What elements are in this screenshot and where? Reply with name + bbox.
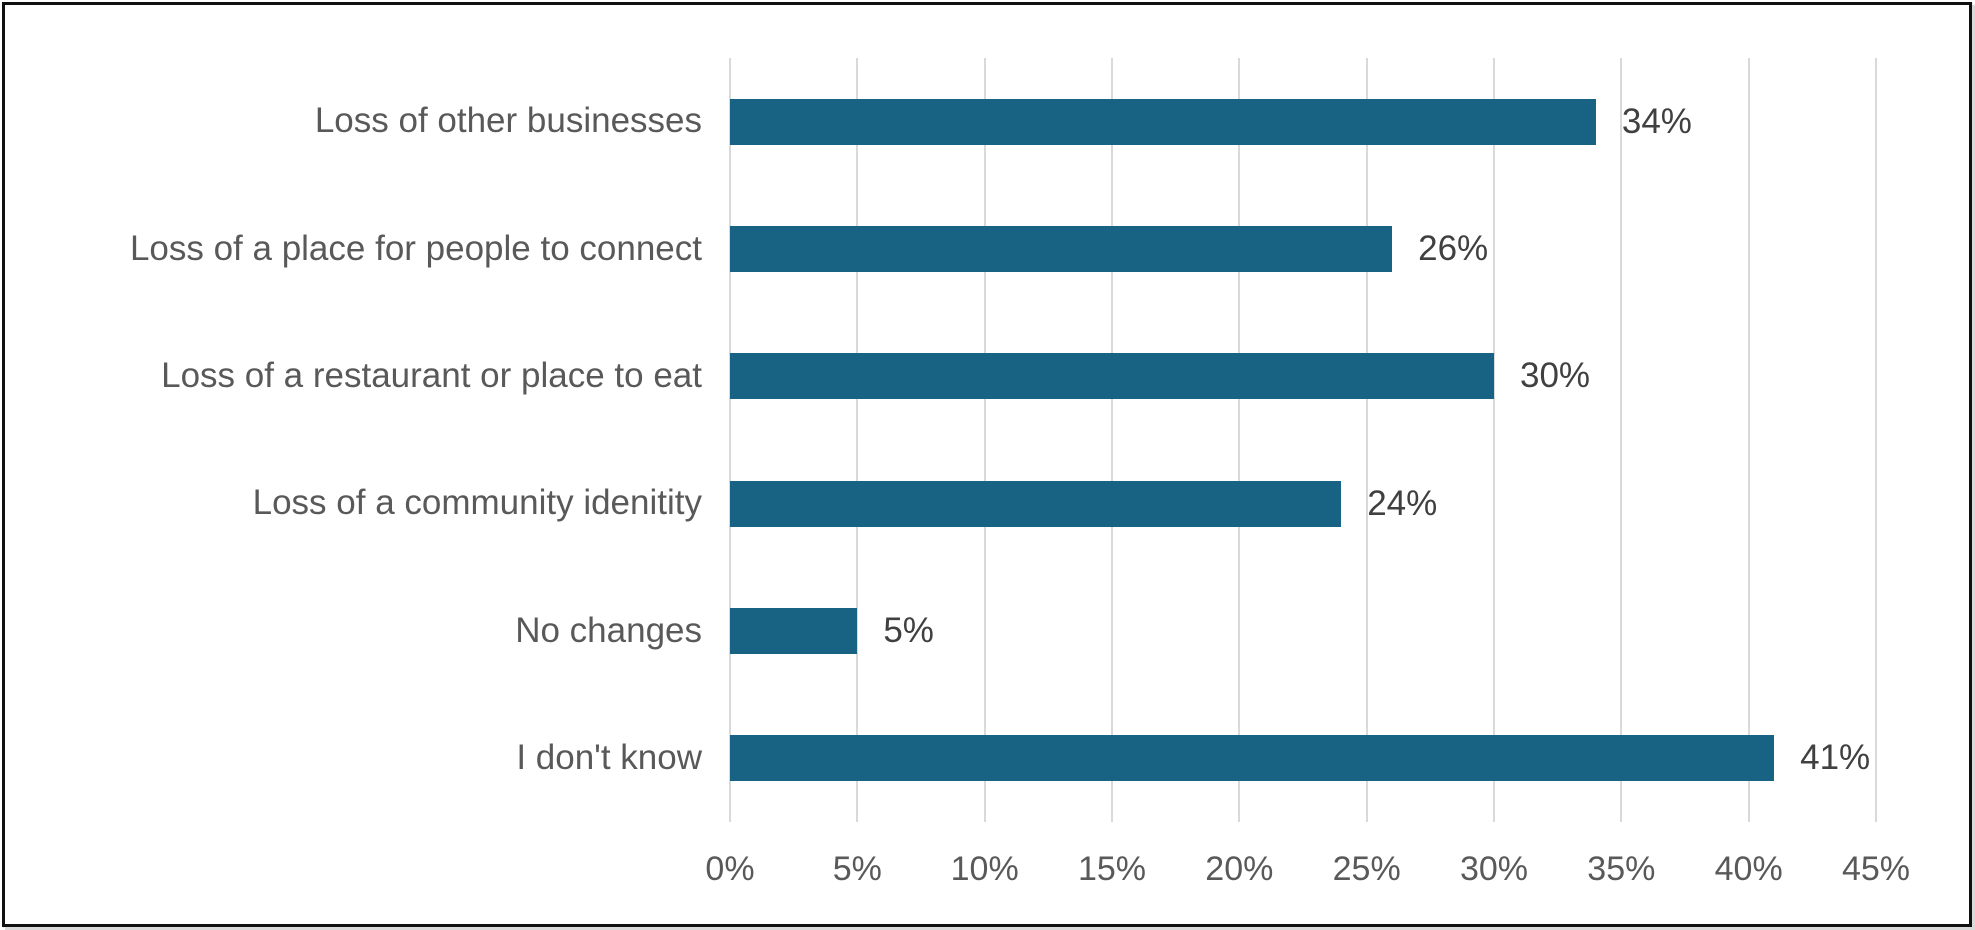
x-tick-label: 5% bbox=[832, 850, 882, 888]
bar-row: I don't know 41% bbox=[5, 695, 1975, 822]
x-tick-label: 15% bbox=[1077, 850, 1147, 888]
value-label: 34% bbox=[1621, 101, 1692, 141]
bar-row: No changes 5% bbox=[5, 567, 1975, 694]
value-label: 26% bbox=[1418, 228, 1489, 268]
bar-row: Loss of a community idenitity 24% bbox=[5, 440, 1975, 567]
x-tick-label: 35% bbox=[1587, 850, 1656, 888]
x-tick-label: 25% bbox=[1332, 850, 1401, 888]
gridline-45% bbox=[1875, 58, 1877, 822]
gridline-15% bbox=[1111, 58, 1113, 822]
bar bbox=[730, 607, 858, 654]
bar-row: Loss of a restaurant or place to eat 30% bbox=[5, 313, 1975, 440]
x-tick-label: 10% bbox=[950, 850, 1019, 888]
category-label: Loss of a place for people to connect bbox=[129, 228, 702, 268]
gridline-10% bbox=[983, 58, 986, 822]
value-label: 5% bbox=[883, 610, 934, 650]
x-tick-label: 30% bbox=[1459, 850, 1529, 888]
value-label: 24% bbox=[1367, 483, 1438, 523]
category-label: I don't know bbox=[516, 738, 702, 778]
x-tick-label: 20% bbox=[1205, 850, 1274, 888]
category-label: Loss of a restaurant or place to eat bbox=[161, 356, 702, 396]
x-tick-label: 0% bbox=[705, 850, 755, 888]
gridline-0% bbox=[729, 58, 731, 822]
bar-rows: Loss of other businesses 34% Loss of a pla… bbox=[5, 58, 1975, 822]
gridline-25% bbox=[1365, 58, 1368, 822]
bar bbox=[730, 480, 1342, 527]
x-tick-label: 40% bbox=[1714, 850, 1783, 888]
gridline-20% bbox=[1238, 58, 1241, 822]
plot-area bbox=[729, 58, 1877, 822]
bar-chart: Loss of other businesses 34% Loss of a pla… bbox=[5, 5, 1969, 924]
bar bbox=[730, 98, 1596, 145]
x-tick-label: 45% bbox=[1841, 850, 1911, 888]
gridline-5% bbox=[856, 58, 859, 822]
category-label: Loss of other businesses bbox=[314, 101, 702, 141]
gridline-35% bbox=[1620, 58, 1623, 822]
bar bbox=[730, 353, 1494, 400]
gridline-40% bbox=[1747, 58, 1750, 822]
category-label: Loss of a community idenitity bbox=[252, 483, 702, 523]
value-label: 30% bbox=[1520, 356, 1591, 396]
bar-row: Loss of a place for people to connect 26% bbox=[5, 185, 1975, 312]
x-axis-ticks: 0% 5% 10% 15% 20% 25% 30% 35% 40% 45% bbox=[705, 850, 1910, 895]
bar bbox=[730, 225, 1393, 272]
gridline-30% bbox=[1493, 58, 1495, 822]
bar bbox=[730, 735, 1775, 782]
bar-row: Loss of other businesses 34% bbox=[5, 58, 1975, 185]
value-label: 41% bbox=[1800, 738, 1871, 778]
category-label: No changes bbox=[515, 610, 702, 650]
